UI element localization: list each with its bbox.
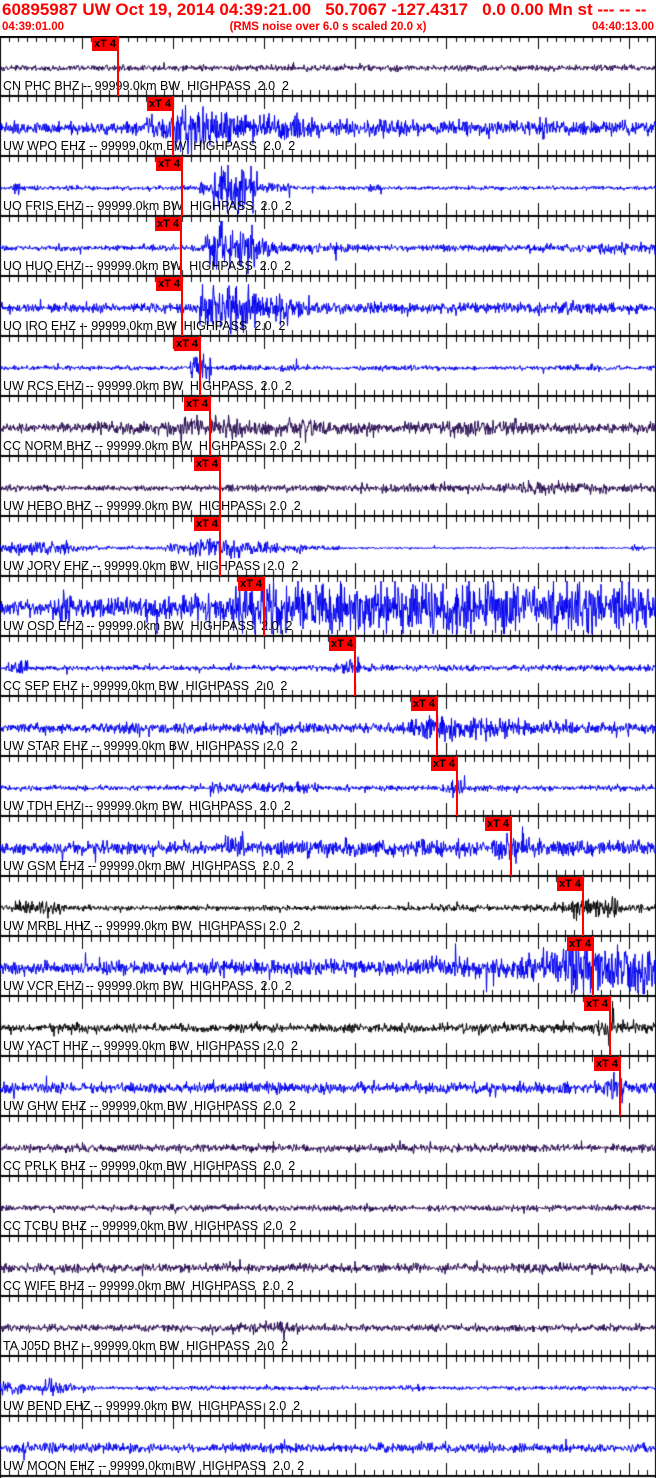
station-label: CC NORM BHZ -- 99999.0km BW HIGHPASS 2.0… — [3, 439, 301, 453]
station-label: CN PHC BHZ -- 99999.0km BW HIGHPASS 2.0 … — [3, 79, 289, 93]
station-label: UW GHW EHZ -- 99999.0km BW HIGHPASS 2.0 … — [3, 1099, 296, 1113]
pick-flag[interactable]: xT 4 — [184, 397, 210, 411]
pick-line[interactable] — [181, 156, 183, 216]
pick-line[interactable] — [510, 816, 512, 876]
pick-line[interactable] — [582, 876, 584, 936]
pick-line[interactable] — [117, 36, 119, 96]
station-label: UW YACT HHZ -- 99999.0km BW HIGHPASS 2.0… — [3, 1039, 298, 1053]
pick-flag[interactable]: xT 4 — [485, 817, 511, 831]
waveform-canvas[interactable] — [0, 36, 656, 1478]
station-label: UW WPO EHZ -- 99999.0km BW HIGHPASS 2.0 … — [3, 139, 296, 153]
pick-flag[interactable]: xT 4 — [238, 577, 264, 591]
pick-flag[interactable]: xT 4 — [174, 337, 200, 351]
pick-flag[interactable]: xT 4 — [92, 37, 118, 51]
station-label: UO HUQ EHZ -- 99999.0km BW HIGHPASS 2.0 … — [3, 259, 292, 273]
pick-flag[interactable]: xT 4 — [594, 1057, 620, 1071]
station-label: UW MOON EHZ -- 99999.0km BW HIGHPASS 2.0… — [3, 1459, 305, 1473]
station-label: CC PRLK BHZ -- 99999.0km BW HIGHPASS 2.0… — [3, 1159, 296, 1173]
station-label: UW GSM EHZ -- 99999.0km BW HIGHPASS 2.0 … — [3, 859, 294, 873]
station-label: UW BEND EHZ -- 99999.0km BW HIGHPASS 2.0… — [3, 1399, 301, 1413]
pick-flag[interactable]: xT 4 — [557, 877, 583, 891]
station-label: UW STAR EHZ -- 99999.0km BW HIGHPASS 2.0… — [3, 739, 298, 753]
pick-flag[interactable]: xT 4 — [194, 517, 220, 531]
station-label: UW VCR EHZ -- 99999.0km BW HIGHPASS 2.0 … — [3, 979, 292, 993]
pick-flag[interactable]: xT 4 — [584, 997, 610, 1011]
pick-line[interactable] — [456, 756, 458, 816]
pick-flag[interactable]: xT 4 — [156, 157, 182, 171]
pick-line[interactable] — [180, 216, 182, 276]
pick-flag[interactable]: xT 4 — [147, 97, 173, 111]
pick-line[interactable] — [354, 636, 356, 696]
pick-flag[interactable]: xT 4 — [156, 277, 182, 291]
pick-flag[interactable]: xT 4 — [411, 697, 437, 711]
trace-area: 04:40CN PHC BHZ -- 99999.0km BW HIGHPASS… — [0, 36, 656, 1478]
window-end-time: 04:40:13.00 — [591, 21, 654, 33]
pick-line[interactable] — [209, 396, 211, 456]
event-summary: 60895987 UW Oct 19, 2014 04:39:21.00 50.… — [2, 0, 656, 19]
station-label: UW OSD EHZ -- 99999.0km BW HIGHPASS 2.0 … — [3, 619, 293, 633]
pick-flag[interactable]: xT 4 — [155, 217, 181, 231]
pick-line[interactable] — [219, 516, 221, 576]
station-label: CC SEP EHZ -- 99999.0km BW HIGHPASS 2.0 … — [3, 679, 288, 693]
station-label: UW RCS EHZ -- 99999.0km BW HIGHPASS 2.0 … — [3, 379, 292, 393]
pick-flag[interactable]: xT 4 — [567, 937, 593, 951]
station-label: CC WIFE BHZ -- 99999.0km BW HIGHPASS 2.0… — [3, 1279, 294, 1293]
station-label: UW TDH EHZ -- 99999.0km BW HIGHPASS 2.0 … — [3, 799, 291, 813]
rms-scale-note: (RMS noise over 6.0 s scaled 20.0 x) — [229, 21, 427, 33]
station-label: UW JORV EHZ -- 99999.0km BW HIGHPASS 2.0… — [3, 559, 299, 573]
station-label: UO IRO EHZ -- 99999.0km BW HIGHPASS 2.0 … — [3, 319, 286, 333]
pick-line[interactable] — [181, 276, 183, 336]
pick-line[interactable] — [172, 96, 174, 156]
pick-line[interactable] — [199, 336, 201, 396]
pick-line[interactable] — [219, 456, 221, 516]
pick-flag[interactable]: xT 4 — [329, 637, 355, 651]
station-label: UW HEBO BHZ -- 99999.0km BW HIGHPASS 2.0… — [3, 499, 301, 513]
pick-line[interactable] — [263, 576, 265, 636]
pick-line[interactable] — [619, 1056, 621, 1116]
pick-flag[interactable]: xT 4 — [194, 457, 220, 471]
pick-line[interactable] — [436, 696, 438, 756]
station-label: UW MRBL HHZ -- 99999.0km BW HIGHPASS 2.0… — [3, 919, 301, 933]
station-label: UO FRIS EHZ -- 99999.0km BW HIGHPASS 2.0… — [3, 199, 292, 213]
pick-line[interactable] — [592, 936, 594, 996]
pick-flag[interactable]: xT 4 — [431, 757, 457, 771]
pick-line[interactable] — [609, 996, 611, 1056]
station-label: CC TCBU BHZ -- 99999.0km BW HIGHPASS 2.0… — [3, 1219, 297, 1233]
window-start-time: 04:39:01.00 — [2, 21, 65, 33]
station-label: TA J05D BHZ -- 99999.0km BW HIGHPASS 2.0… — [3, 1339, 289, 1353]
